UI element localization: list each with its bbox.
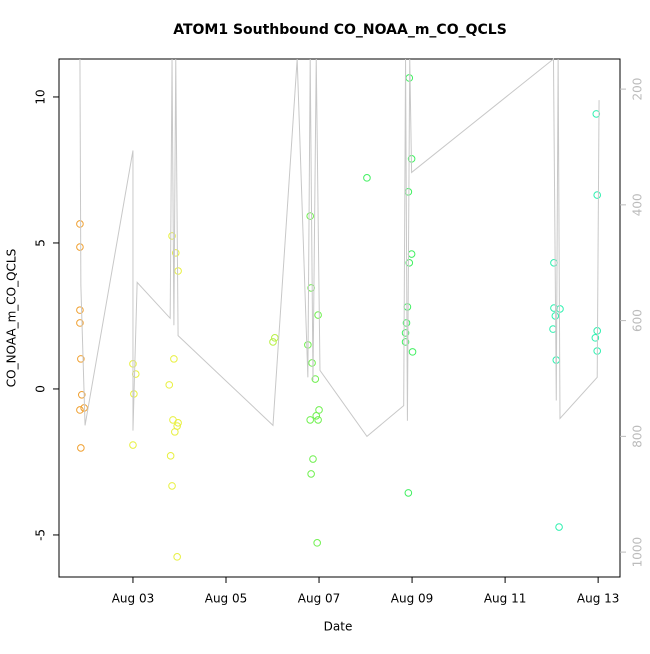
point [401,329,410,337]
y-tick-label: 5 [34,239,48,247]
plot-frame [58,58,621,578]
point [313,539,321,547]
point [591,334,600,342]
point [592,110,601,118]
point [363,174,371,182]
y2-tick-label: 1000 [631,537,645,568]
y2-tick-label: 800 [631,425,645,448]
point [77,444,85,452]
point [168,232,176,240]
point [165,381,174,389]
point [593,191,602,199]
point [76,406,84,414]
x-tick-label: Aug 07 [298,592,341,606]
point [311,375,320,383]
point [309,455,317,463]
x-axis-label: Date [324,620,353,634]
point [269,338,277,346]
point [401,338,410,346]
point [556,305,564,313]
point [308,359,316,367]
point [550,259,558,267]
point [314,416,322,424]
x-tick-label: Aug 09 [391,592,434,606]
y-tick-label: -5 [34,529,48,541]
point [170,355,178,363]
point [307,470,315,478]
point [307,284,315,292]
point [129,441,137,449]
pressure-line [79,57,600,438]
point [131,370,140,378]
x-tick-label: Aug 03 [112,592,155,606]
point [76,243,84,251]
point [404,489,413,497]
point [77,355,85,363]
point [408,348,417,356]
point [405,259,414,267]
point [306,212,314,220]
point [314,311,322,319]
point [550,304,558,312]
y2-tick-label: 600 [631,309,645,332]
point [168,482,176,490]
chart-title: ATOM1 Southbound CO_NOAA_m_CO_QCLS [173,22,507,38]
point [76,319,84,327]
x-tick-label: Aug 11 [484,592,527,606]
point [173,553,181,561]
point [306,416,314,424]
point [76,220,84,228]
point [166,452,175,460]
point [174,267,182,275]
point [555,523,563,531]
y-tick-label: 0 [34,385,48,393]
point [271,334,279,342]
point [77,390,86,399]
y2-tick-label: 400 [631,193,645,216]
point [407,250,416,258]
point [312,412,321,420]
x-tick-label: Aug 13 [577,592,620,606]
point [76,306,84,314]
point [171,249,180,257]
y-axis-label: CO_NOAA_m_CO_QCLS [5,249,19,387]
y-tick-label: 10 [34,89,48,104]
point [174,419,182,427]
point [403,303,412,311]
x-tick-label: Aug 05 [205,592,248,606]
y2-tick-label: 200 [631,78,645,101]
point [171,428,179,436]
